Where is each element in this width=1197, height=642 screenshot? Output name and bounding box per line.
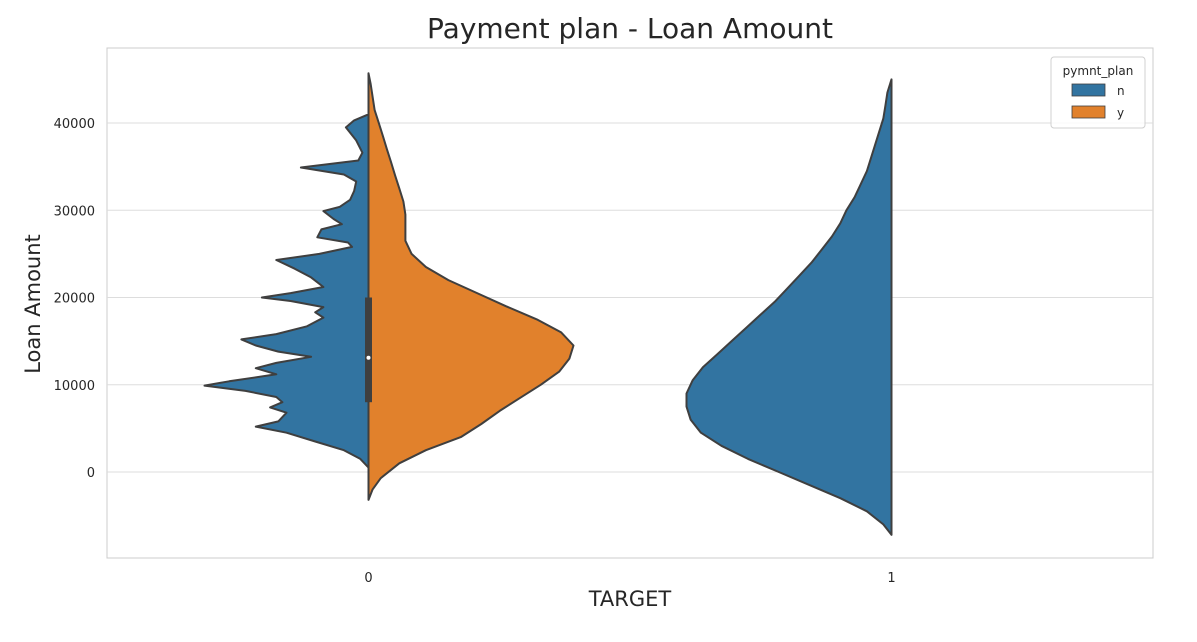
y-tick-label: 30000	[54, 204, 95, 219]
legend-title: pymnt_plan	[1063, 64, 1134, 78]
box-iqr	[365, 297, 372, 403]
box-median	[366, 355, 371, 360]
x-tick-label: 1	[887, 571, 895, 586]
y-tick-label: 10000	[54, 379, 95, 394]
chart-title: Payment plan - Loan Amount	[427, 12, 833, 45]
legend-label-y: y	[1117, 106, 1124, 120]
y-tick-label: 0	[87, 466, 95, 481]
y-tick-labels: 0 10000 20000 30000 40000	[54, 117, 95, 481]
legend: pymnt_plan n y	[1050, 56, 1146, 129]
violins	[203, 72, 893, 536]
legend-swatch-n	[1071, 83, 1106, 97]
violin-half-0-n	[203, 113, 370, 469]
violin-half-1-n	[685, 78, 893, 536]
violin-half-0-y	[367, 72, 575, 501]
y-tick-label: 40000	[54, 117, 95, 132]
y-tick-label: 20000	[54, 292, 95, 307]
x-axis-label: TARGET	[588, 587, 672, 611]
plot-frame	[106, 47, 1154, 559]
inner-box	[365, 297, 372, 403]
y-axis-label: Loan Amount	[21, 234, 45, 374]
legend-label-n: n	[1117, 84, 1125, 98]
legend-swatch-y	[1071, 105, 1106, 119]
x-tick-label: 0	[364, 571, 372, 586]
